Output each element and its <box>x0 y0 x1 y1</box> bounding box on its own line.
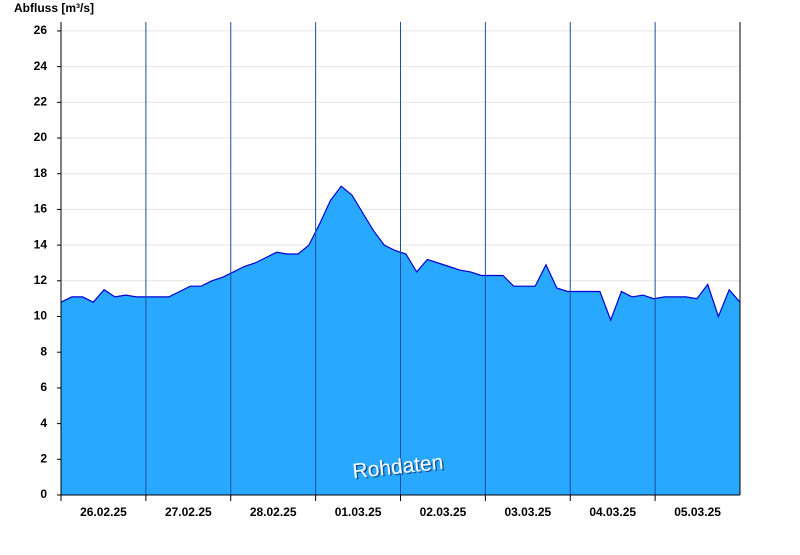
x-tick-label: 28.02.25 <box>250 505 297 519</box>
y-tick-label: 26 <box>34 23 48 37</box>
y-tick-label: 8 <box>40 344 47 358</box>
x-tick-label: 26.02.25 <box>80 505 127 519</box>
x-tick-label: 01.03.25 <box>335 505 382 519</box>
y-axis-title: Abfluss [m³/s] <box>14 1 94 15</box>
x-tick-label: 05.03.25 <box>674 505 721 519</box>
y-tick-label: 20 <box>34 130 48 144</box>
x-tick-label: 03.03.25 <box>504 505 551 519</box>
x-tick-label: 02.03.25 <box>420 505 467 519</box>
y-tick-label: 16 <box>34 202 48 216</box>
y-tick-label: 18 <box>34 166 48 180</box>
y-tick-label: 6 <box>40 380 47 394</box>
x-tick-label: 04.03.25 <box>589 505 636 519</box>
x-tick-label: 27.02.25 <box>165 505 212 519</box>
y-tick-label: 22 <box>34 94 48 108</box>
y-tick-label: 10 <box>34 309 48 323</box>
y-tick-label: 4 <box>40 416 47 430</box>
y-tick-label: 14 <box>34 237 48 251</box>
y-tick-label: 12 <box>34 273 48 287</box>
y-tick-label: 2 <box>40 451 47 465</box>
y-tick-label: 24 <box>34 59 48 73</box>
y-tick-label: 0 <box>40 487 47 501</box>
